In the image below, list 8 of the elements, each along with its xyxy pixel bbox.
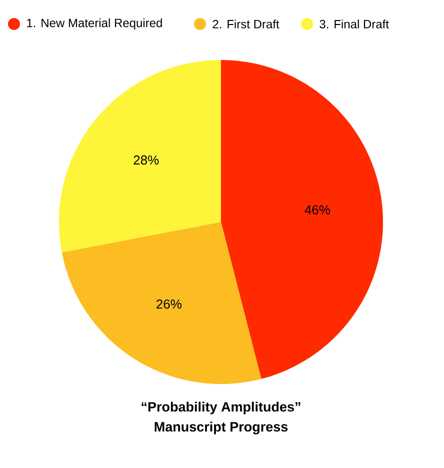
text: Manuscript Progress	[154, 422, 288, 434]
data-label: 26%	[156, 299, 182, 309]
legend-label: 3. Final Draft	[320, 20, 389, 28]
text: “Probability Amplitudes”	[142, 402, 300, 414]
legend-label: 1. New Material Required	[27, 18, 162, 30]
legend-label: 2. First Draft	[212, 20, 280, 28]
data-label: 28%	[134, 155, 159, 165]
data-label: 46%	[304, 205, 330, 214]
